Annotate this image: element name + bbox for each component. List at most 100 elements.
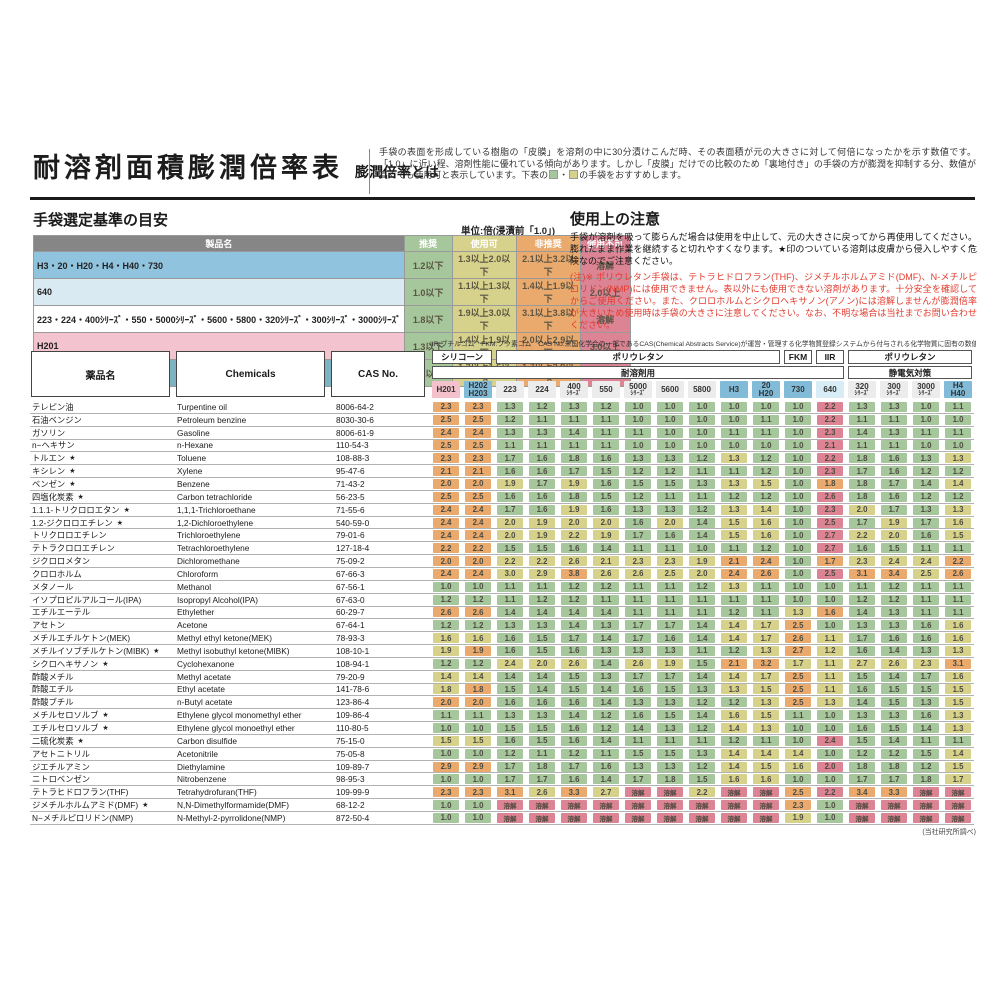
swelling-value-chip: 1.2 <box>689 504 715 515</box>
swelling-value-chip: 1.4 <box>721 620 747 631</box>
chemical-name-cell: ジエチルアミン <box>30 761 175 774</box>
swelling-value-cell: 1.4 <box>590 684 622 697</box>
swelling-value-chip: 2.2 <box>817 787 843 798</box>
swelling-value-cell: 1.6 <box>622 709 654 723</box>
cas-number-cell: 141-78-6 <box>330 684 430 697</box>
swelling-value-cell: 3.3 <box>558 786 590 800</box>
swelling-value-cell: 1.1 <box>654 542 686 556</box>
swelling-value-cell: 1.0 <box>462 799 494 812</box>
swelling-value-chip: 1.3 <box>657 645 683 656</box>
swelling-value-cell: 1.6 <box>526 491 558 504</box>
product-sublabel: ｼﾘｰｽﾞ <box>886 390 902 397</box>
swelling-value-chip: 1.0 <box>657 401 683 412</box>
swelling-value-chip: 1.0 <box>817 748 843 759</box>
swelling-value-cell: 1.2 <box>686 452 718 466</box>
swelling-value-cell: 1.9 <box>526 529 558 543</box>
swelling-value-chip: 1.0 <box>433 800 459 811</box>
swelling-value-chip: 1.4 <box>881 645 907 656</box>
swelling-value-cell: 1.5 <box>942 761 974 774</box>
swelling-value-chip: 1.1 <box>625 594 651 605</box>
swelling-value-chip: 1.6 <box>721 774 747 785</box>
swelling-value-chip: 1.0 <box>817 710 843 721</box>
product-column-header-20: 20 H20 <box>752 381 780 398</box>
swelling-value-cell: 1.8 <box>526 761 558 774</box>
swelling-value-cell: 2.0 <box>590 517 622 530</box>
swelling-value-cell: 1.7 <box>622 671 654 684</box>
swelling-value-chip: 2.3 <box>465 401 491 412</box>
chemical-name-ja: アセトン <box>32 620 66 631</box>
product-name-cell: H3・20・H20・H4・H40・730 <box>33 251 405 279</box>
cas-number-cell: 123-86-4 <box>330 696 430 710</box>
swelling-value-chip: 1.1 <box>945 594 971 605</box>
swelling-value-cell: 1.2 <box>462 594 494 607</box>
chemical-name-cell: メチルエチルケトン(MEK) <box>30 632 175 646</box>
swelling-value-cell: 1.1 <box>686 594 718 607</box>
swelling-value-cell: 2.6 <box>590 568 622 581</box>
selection-guide-row: 223・224・400ｼﾘｰｽﾞ・550・5000ｼﾘｰｽﾞ・5600・5800… <box>33 305 631 333</box>
swelling-value-chip: 2.4 <box>913 556 939 567</box>
swelling-value-chip: 1.6 <box>849 684 875 695</box>
swelling-value-cell: 1.6 <box>846 684 878 697</box>
product-sublabel: ｼﾘｰｽﾞ <box>630 390 646 397</box>
swelling-value-chip: 1.1 <box>913 427 939 438</box>
swelling-value-chip: 2.0 <box>881 530 907 541</box>
swelling-value-cell: 1.0 <box>462 748 494 761</box>
swelling-value-chip: 1.4 <box>913 478 939 489</box>
swelling-value-chip: 1.1 <box>689 491 715 502</box>
swelling-value-chip: 1.6 <box>593 761 619 772</box>
swelling-value-chip: 1.2 <box>945 491 971 502</box>
swelling-value-chip: 溶解 <box>849 800 875 811</box>
swelling-value-cell: 2.7 <box>590 786 622 800</box>
swelling-value-chip: 1.3 <box>497 620 523 631</box>
chemical-name-cell: ジメチルホルムアミド(DMF) ★ <box>30 799 175 812</box>
swelling-value-chip: 1.0 <box>785 723 811 734</box>
chemical-name-ja: ジメチルホルムアミド(DMF) <box>32 800 139 811</box>
cas-number-cell: 110-54-3 <box>330 440 430 453</box>
swelling-value-chip: 1.6 <box>881 491 907 502</box>
product-column-header-5000: 5000 ｼﾘｰｽﾞ <box>624 381 652 398</box>
chemical-name-ja: アセトニトリル <box>32 748 90 759</box>
swelling-value-cell: 1.0 <box>430 799 462 812</box>
skin-hazard-star-icon: ★ <box>123 506 130 514</box>
swelling-value-chip: 1.1 <box>657 581 683 592</box>
swelling-value-chip: 溶解 <box>849 812 875 823</box>
swelling-value-cell: 3.4 <box>878 568 910 581</box>
swelling-value-chip: 1.4 <box>561 427 587 438</box>
swelling-value-cell: 1.4 <box>878 735 910 748</box>
swelling-value-chip: 1.8 <box>849 453 875 464</box>
swelling-value-chip: 1.3 <box>529 710 555 721</box>
product-sublabel: H203 <box>468 388 488 398</box>
swelling-value-cell: 1.3 <box>654 645 686 658</box>
swelling-value-chip: 1.0 <box>433 581 459 592</box>
not_recommended-range-cell: 1.4以上1.9以下 <box>515 278 581 306</box>
usable-range-cell: 1.9以上3.0以下 <box>451 305 517 333</box>
swelling-value-chip: 1.6 <box>561 543 587 554</box>
cas-number-cell: 109-86-4 <box>330 709 430 723</box>
swelling-value-cell: 溶解 <box>622 799 654 812</box>
swelling-value-chip: 1.9 <box>433 645 459 656</box>
swelling-value-cell: 1.3 <box>494 619 526 633</box>
swelling-value-chip: 溶解 <box>881 812 907 823</box>
swelling-value-cell: 1.7 <box>558 465 590 479</box>
swelling-value-cell: 1.1 <box>942 581 974 594</box>
swelling-value-cell: 1.7 <box>494 773 526 787</box>
product-column-header-640: 640 <box>816 381 844 398</box>
product-column-header-H201: H201 <box>432 381 460 398</box>
swelling-value-chip: 2.4 <box>465 504 491 515</box>
chemical-name-ja: ジクロロメタン <box>32 556 91 567</box>
swelling-value-cell: 1.3 <box>878 401 910 414</box>
swelling-value-chip: 1.6 <box>849 543 875 554</box>
swelling-value-cell: 1.7 <box>878 504 910 517</box>
swelling-value-chip: 1.5 <box>497 723 523 734</box>
swelling-value-chip: 1.0 <box>689 414 715 425</box>
swelling-value-cell: 1.7 <box>526 478 558 491</box>
swelling-value-cell: 2.2 <box>814 786 846 800</box>
chemical-name-cell: テトラヒドロフラン(THF) <box>30 786 175 800</box>
swelling-value-cell: 1.4 <box>846 607 878 620</box>
swelling-value-cell: 1.3 <box>654 696 686 710</box>
swelling-value-cell: 2.0 <box>462 555 494 568</box>
swelling-value-chip: 1.0 <box>785 504 811 515</box>
swelling-value-cell: 1.7 <box>814 555 846 568</box>
swelling-value-chip: 1.6 <box>529 466 555 477</box>
chemical-name-cell: 酢酸メチル <box>30 671 175 684</box>
